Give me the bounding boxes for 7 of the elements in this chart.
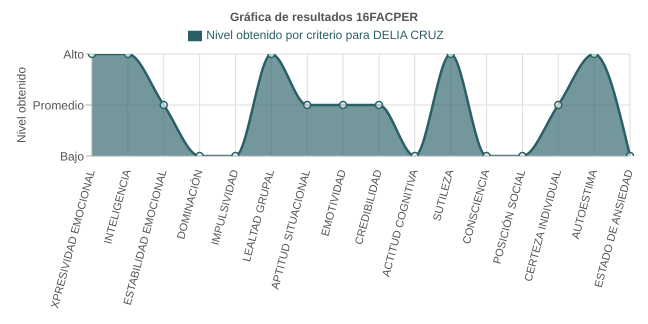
- text: Alto: [63, 47, 84, 62]
- legend-label: Nivel obtenido por criterio para DELIA CRUZ: [206, 28, 444, 42]
- text: Promedio: [32, 98, 84, 112]
- x-tick-label: LEALTAD GRUPAL: [241, 168, 278, 264]
- y-axis-title: Nivel obtenido: [14, 66, 28, 144]
- chart-title: Gráfica de resultados 16FACPER: [228, 9, 420, 26]
- text: Bajo: [60, 149, 84, 164]
